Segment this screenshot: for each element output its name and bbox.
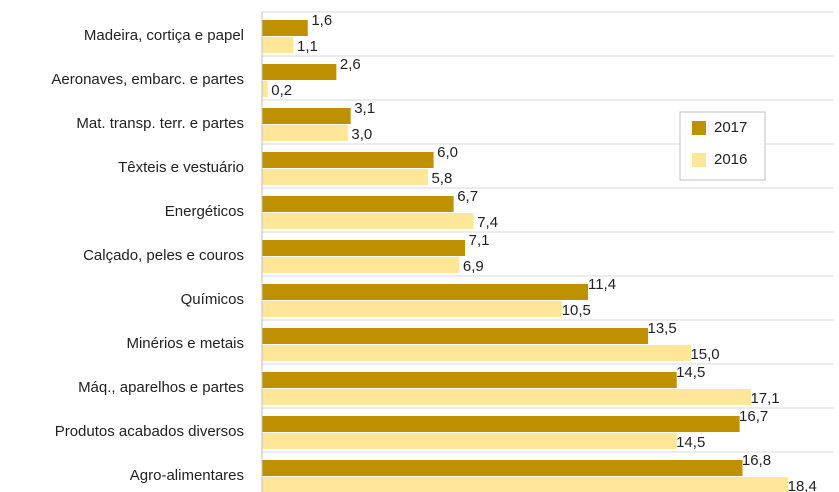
bar xyxy=(262,152,434,168)
data-label: 3,1 xyxy=(354,100,375,117)
y-tick-label: Máq., aparelhos e partes xyxy=(78,379,244,396)
bar xyxy=(262,460,743,476)
legend-label: 2016 xyxy=(714,151,747,168)
bar xyxy=(262,20,308,36)
y-tick-label: Produtos acabados diversos xyxy=(55,423,244,440)
y-tick-label: Têxteis e vestuário xyxy=(118,159,244,176)
legend-swatch xyxy=(692,121,706,135)
legend-swatch xyxy=(692,153,706,167)
bar xyxy=(262,477,789,492)
y-tick-label: Agro-alimentares xyxy=(130,467,244,484)
data-label: 10,5 xyxy=(562,302,591,319)
data-label: 6,7 xyxy=(457,188,478,205)
bar xyxy=(262,301,563,317)
y-tick-label: Minérios e metais xyxy=(126,335,244,352)
bar xyxy=(262,169,428,185)
bar xyxy=(262,416,740,432)
y-tick-label: Madeira, cortiça e papel xyxy=(84,27,244,44)
data-label: 18,4 xyxy=(788,478,817,492)
data-label: 16,8 xyxy=(742,452,771,469)
data-label: 1,1 xyxy=(297,38,318,55)
data-label: 15,0 xyxy=(690,346,719,363)
data-label: 16,7 xyxy=(739,408,768,425)
y-tick-label: Energéticos xyxy=(165,203,244,220)
bar xyxy=(262,125,348,141)
bar xyxy=(262,108,351,124)
legend-label: 2017 xyxy=(714,119,747,136)
data-label: 0,2 xyxy=(271,82,292,99)
bar xyxy=(262,196,454,212)
data-label: 13,5 xyxy=(647,320,676,337)
data-label: 17,1 xyxy=(750,390,779,407)
y-tick-label: Calçado, peles e couros xyxy=(83,247,244,264)
bar xyxy=(262,81,268,97)
y-tick-label: Aeronaves, embarc. e partes xyxy=(51,71,244,88)
y-tick-label: Mat. transp. terr. e partes xyxy=(76,115,244,132)
data-label: 7,1 xyxy=(469,232,490,249)
bar xyxy=(262,257,460,273)
bar xyxy=(262,372,677,388)
bar xyxy=(262,213,474,229)
bar xyxy=(262,433,677,449)
data-label: 3,0 xyxy=(351,126,372,143)
data-label: 14,5 xyxy=(676,434,705,451)
data-label: 2,6 xyxy=(340,56,361,73)
data-label: 6,0 xyxy=(437,144,458,161)
data-label: 5,8 xyxy=(431,170,452,187)
bar xyxy=(262,37,294,53)
bar xyxy=(262,240,466,256)
data-label: 11,4 xyxy=(588,276,616,293)
y-tick-label: Químicos xyxy=(181,291,244,308)
bar xyxy=(262,328,649,344)
data-label: 6,9 xyxy=(463,258,484,275)
data-label: 7,4 xyxy=(477,214,498,231)
data-label: 1,6 xyxy=(311,12,332,29)
bar xyxy=(262,345,691,361)
bar xyxy=(262,389,752,405)
data-label: 14,5 xyxy=(676,364,705,381)
bar xyxy=(262,64,337,80)
bar xyxy=(262,284,589,300)
